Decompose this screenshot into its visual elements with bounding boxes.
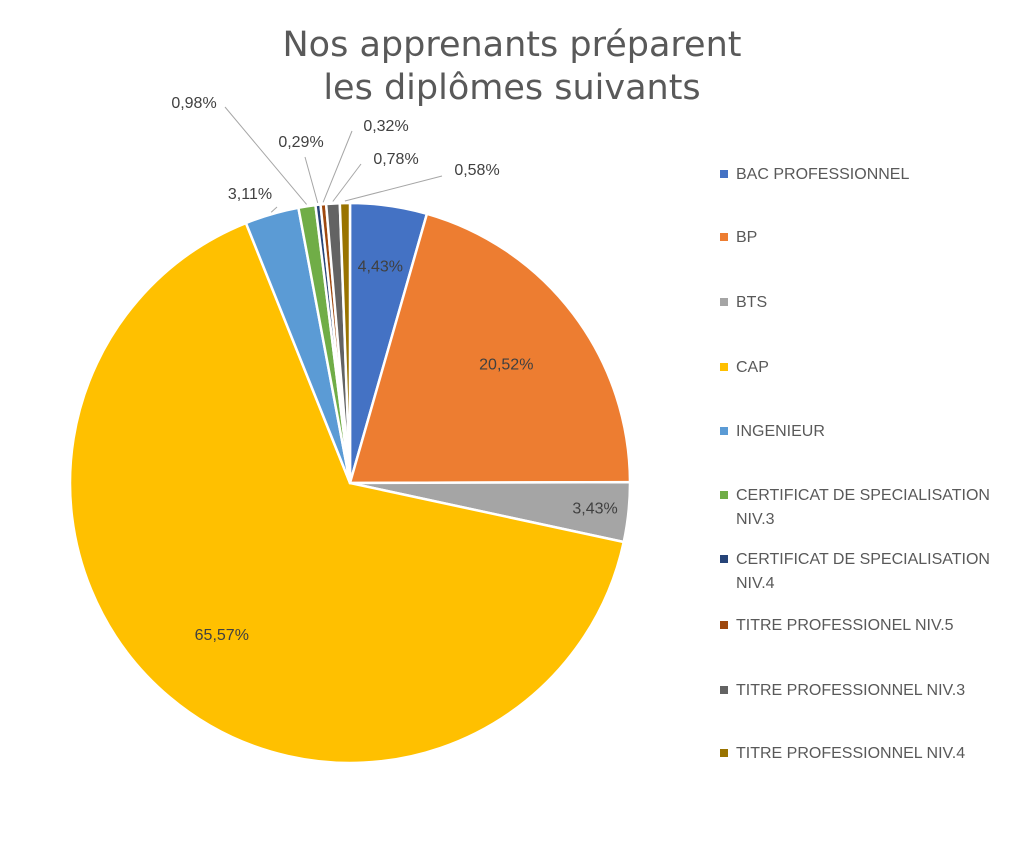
chart-title-line-2: les diplômes suivants (323, 68, 700, 108)
legend-swatch (720, 621, 728, 629)
legend-label: TITRE PROFESSIONEL NIV.5 (736, 617, 954, 634)
legend-label: TITRE PROFESSIONNEL NIV.3 (736, 682, 965, 699)
pie-slice (68, 221, 625, 765)
leader-line (332, 163, 362, 202)
legend-label: NIV.4 (736, 575, 775, 592)
leader-line (344, 175, 443, 202)
leader-lines (224, 106, 443, 213)
data-label: 0,98% (171, 95, 216, 112)
data-label: 0,29% (278, 134, 323, 151)
data-label: 0,78% (373, 151, 418, 168)
data-label: 4,43% (358, 259, 403, 276)
leader-line (224, 106, 307, 205)
legend-label: CERTIFICAT DE SPECIALISATION (736, 487, 990, 504)
legend-swatch (720, 555, 728, 563)
data-label: 3,43% (572, 501, 617, 518)
legend-label: BAC PROFESSIONNEL (736, 166, 909, 183)
legend-label: BTS (736, 294, 767, 311)
legend-label: CERTIFICAT DE SPECIALISATION (736, 551, 990, 568)
legend-label: CAP (736, 359, 769, 376)
legend-swatch (720, 427, 728, 435)
legend-swatch (720, 491, 728, 499)
legend-swatch (720, 298, 728, 306)
data-label: 65,57% (195, 627, 249, 644)
data-label: 0,32% (363, 118, 408, 135)
data-label: 20,52% (479, 357, 533, 374)
legend-label: BP (736, 229, 757, 246)
data-labels: 4,43% 20,52% 3,43% 65,57% 3,11% 0,98% 0,29% 0,3… (171, 95, 617, 644)
pie-slices (68, 201, 632, 765)
legend-label: NIV.3 (736, 511, 775, 528)
legend: BAC PROFESSIONNEL BP BTS CAP INGENIEUR CERTIF… (720, 166, 990, 762)
pie-slice (338, 201, 352, 485)
leader-line (304, 156, 319, 204)
leader-line (270, 206, 278, 213)
legend-label: TITRE PROFESSIONNEL NIV.4 (736, 745, 965, 762)
data-label: 0,58% (454, 162, 499, 179)
legend-label: INGENIEUR (736, 423, 825, 440)
legend-swatch (720, 233, 728, 241)
legend-swatch (720, 749, 728, 757)
chart-title-line-1: Nos apprenants préparent (283, 25, 742, 65)
leader-line (322, 130, 353, 203)
data-label: 3,11% (228, 186, 272, 203)
legend-swatch (720, 686, 728, 694)
legend-swatch (720, 363, 728, 371)
legend-swatch (720, 170, 728, 178)
pie-slice (348, 212, 632, 485)
